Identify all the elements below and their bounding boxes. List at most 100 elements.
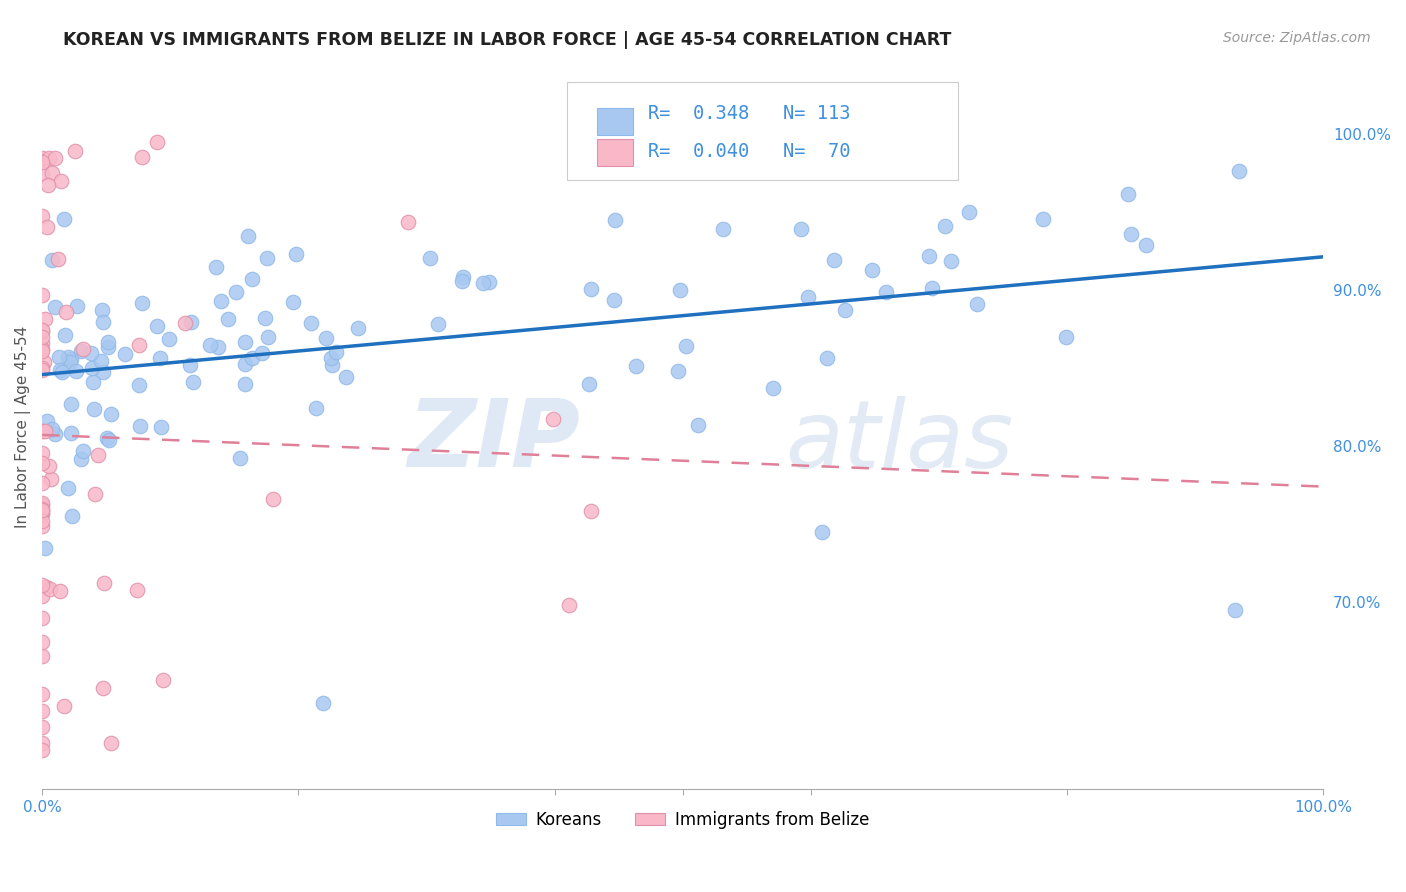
Point — [90, 303, 112, 318]
Point — [31, 151, 53, 165]
Point — [966, 297, 988, 311]
Point — [335, 370, 357, 384]
Point — [31, 343, 53, 357]
Point — [49, 362, 72, 376]
Point — [131, 296, 153, 310]
Point — [257, 330, 280, 344]
Point — [811, 524, 834, 539]
Point — [128, 378, 150, 392]
Point — [472, 276, 495, 290]
Point — [128, 338, 150, 352]
Point — [31, 648, 53, 663]
Point — [52, 212, 75, 227]
Point — [35, 414, 58, 428]
Point — [37, 178, 59, 193]
Point — [60, 351, 83, 366]
Point — [84, 487, 107, 501]
Point — [93, 681, 115, 695]
Point — [711, 222, 734, 236]
Point — [624, 359, 647, 374]
Point — [31, 742, 53, 756]
Point — [240, 351, 263, 365]
Point — [578, 376, 600, 391]
Text: ZIP: ZIP — [408, 395, 581, 487]
Point — [35, 580, 58, 594]
Point — [46, 252, 69, 267]
Point — [31, 720, 53, 734]
Point — [321, 358, 343, 372]
Point — [579, 504, 602, 518]
Point — [31, 210, 53, 224]
Point — [35, 219, 58, 234]
Point — [31, 166, 53, 180]
Point — [31, 425, 53, 439]
Point — [38, 151, 60, 165]
Point — [31, 456, 53, 470]
Point — [91, 366, 114, 380]
Point — [100, 407, 122, 421]
Point — [72, 444, 94, 458]
Point — [146, 318, 169, 333]
Point — [145, 135, 167, 149]
Point — [207, 340, 229, 354]
Point — [418, 252, 440, 266]
Point — [1227, 164, 1250, 178]
Point — [204, 260, 226, 274]
Point — [86, 448, 108, 462]
Point — [31, 503, 53, 517]
Point — [558, 598, 581, 612]
Point — [34, 425, 56, 439]
Point — [315, 331, 337, 345]
Point — [31, 635, 53, 649]
Point — [790, 222, 813, 236]
Point — [31, 736, 53, 750]
Point — [31, 363, 53, 377]
Point — [97, 340, 120, 354]
Point — [98, 433, 121, 447]
Point — [48, 350, 70, 364]
Point — [478, 275, 501, 289]
Point — [1054, 330, 1077, 344]
Point — [93, 576, 115, 591]
Point — [179, 358, 201, 372]
Point — [31, 336, 53, 351]
Point — [762, 381, 785, 395]
Point — [128, 418, 150, 433]
Point — [150, 420, 173, 434]
Point — [319, 351, 342, 365]
FancyBboxPatch shape — [598, 108, 633, 135]
Point — [60, 509, 83, 524]
Text: KOREAN VS IMMIGRANTS FROM BELIZE IN LABOR FORCE | AGE 45-54 CORRELATION CHART: KOREAN VS IMMIGRANTS FROM BELIZE IN LABO… — [63, 31, 952, 49]
Point — [51, 174, 73, 188]
Point — [90, 354, 112, 368]
Point — [934, 219, 956, 233]
Point — [82, 376, 104, 390]
Point — [312, 697, 335, 711]
Point — [44, 151, 66, 165]
Point — [51, 365, 73, 379]
Point — [233, 377, 256, 392]
Point — [669, 283, 692, 297]
Point — [225, 285, 247, 299]
Point — [49, 583, 72, 598]
Point — [31, 498, 53, 512]
Point — [235, 357, 257, 371]
Point — [198, 338, 221, 352]
Point — [66, 299, 89, 313]
Point — [1135, 237, 1157, 252]
Point — [797, 289, 820, 303]
Point — [31, 361, 53, 376]
Text: Source: ZipAtlas.com: Source: ZipAtlas.com — [1223, 31, 1371, 45]
Point — [41, 166, 63, 180]
Point — [1032, 212, 1054, 227]
Point — [262, 492, 284, 507]
Point — [209, 293, 232, 308]
Point — [229, 450, 252, 465]
Point — [666, 364, 689, 378]
Point — [1119, 227, 1142, 241]
Point — [31, 324, 53, 338]
Point — [31, 446, 53, 460]
Point — [238, 229, 260, 244]
Point — [31, 330, 53, 344]
Point — [82, 360, 104, 375]
